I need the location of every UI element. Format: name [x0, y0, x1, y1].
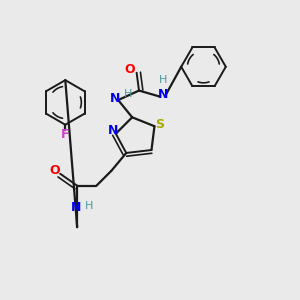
Text: H: H [159, 75, 167, 85]
Text: H: H [85, 202, 93, 212]
Text: N: N [110, 92, 120, 105]
Text: H: H [124, 89, 132, 99]
Text: O: O [50, 164, 60, 177]
Text: N: N [108, 124, 118, 137]
Text: O: O [124, 63, 134, 76]
Text: F: F [61, 128, 70, 141]
Text: S: S [155, 118, 164, 131]
Text: N: N [158, 88, 168, 100]
Text: N: N [70, 201, 81, 214]
